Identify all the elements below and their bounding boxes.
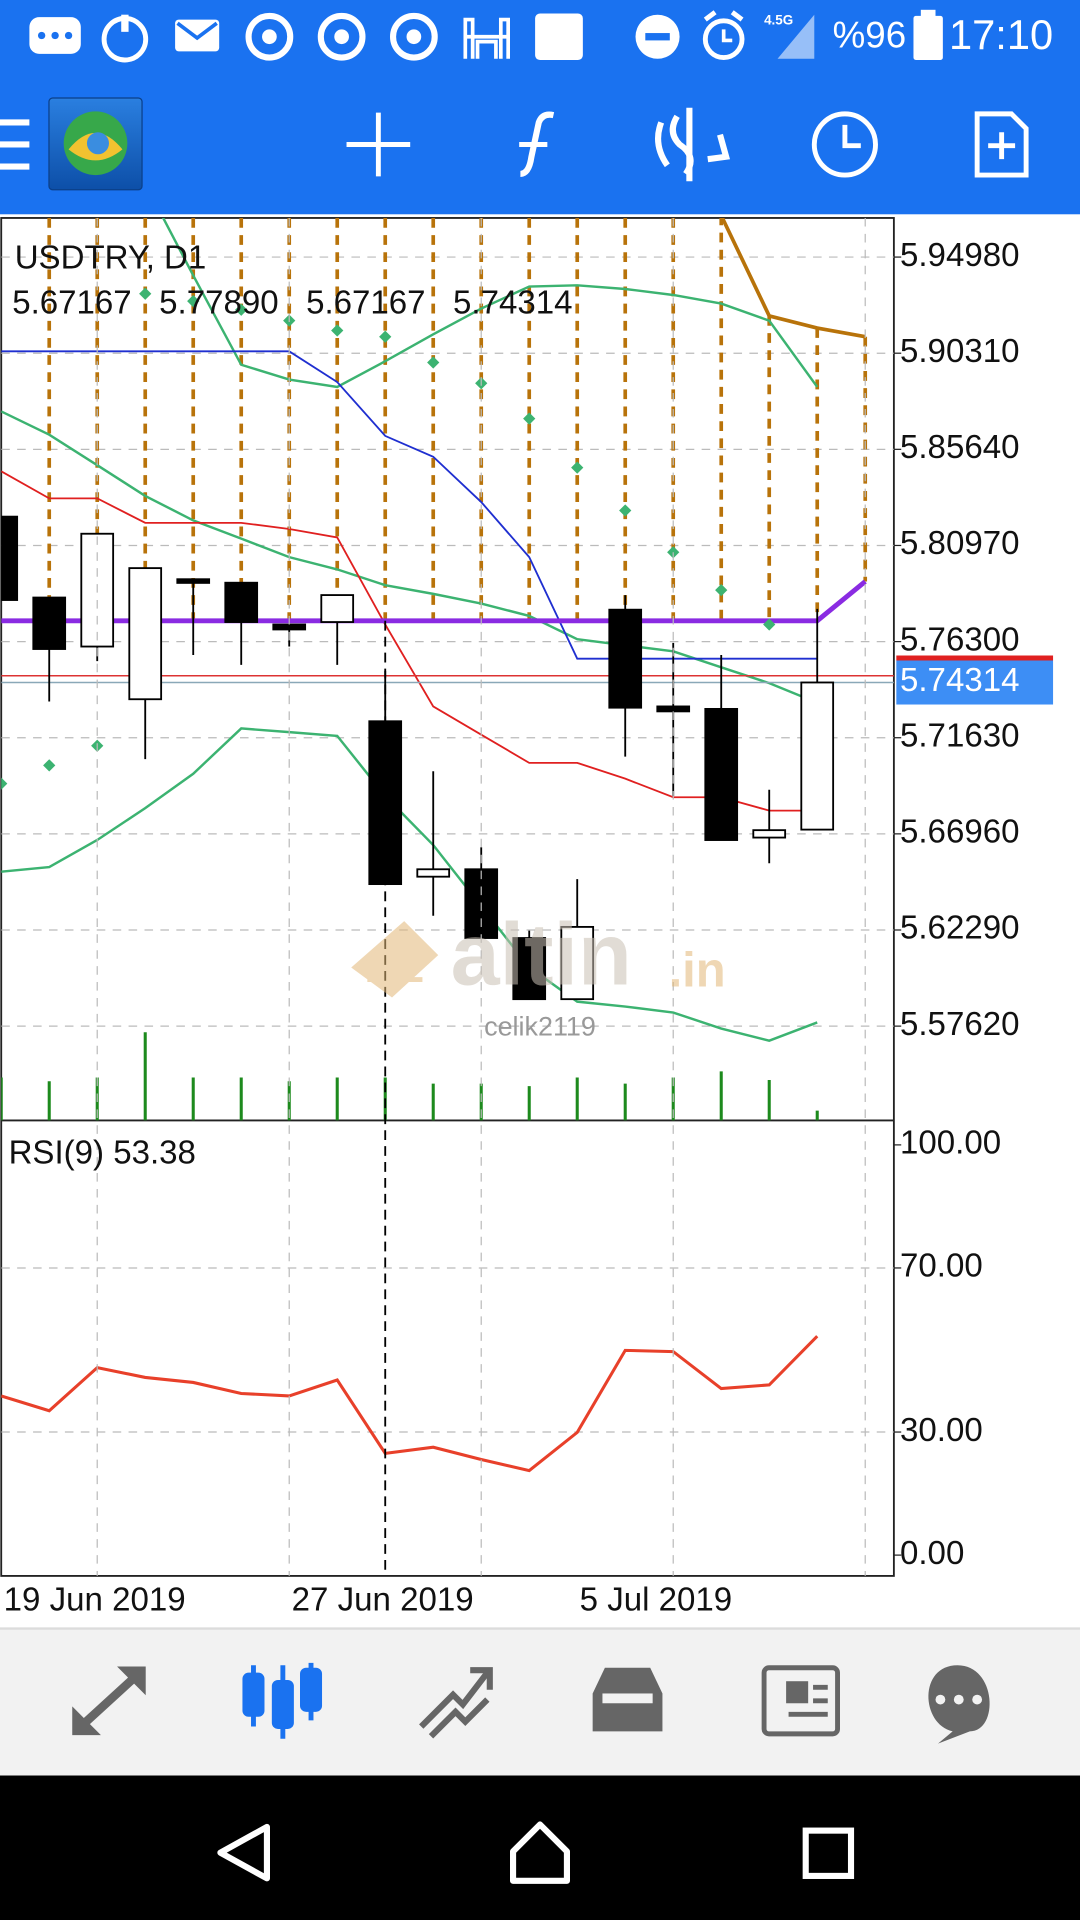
indicator-line [1,410,818,704]
chart-frame [0,217,895,1577]
candle-body [656,705,691,713]
y-tick-label: 100.00 [900,1125,1001,1162]
new-order-button[interactable] [974,111,1029,178]
indicator-line [161,217,819,389]
x-tick-label: 19 Jun 2019 [4,1581,186,1618]
system-nav [0,1775,1080,1920]
sar-dot [763,618,776,631]
chat-tab[interactable] [928,1665,990,1744]
history-tab[interactable] [592,1667,663,1732]
candle-body [176,578,211,584]
sar-dot [139,287,152,300]
sar-dot [187,295,200,308]
sar-dot [43,759,56,772]
indicator-line [1,727,818,1042]
y-tick-label: 0.00 [900,1535,964,1572]
sar-dot [571,461,584,474]
battery-icon [913,9,943,61]
x-tick-label: 27 Jun 2019 [292,1581,474,1618]
clock: 17:10 [949,11,1053,58]
trade-tab[interactable] [419,1667,493,1739]
y-tick-label: 5.85640 [900,429,1019,466]
ohlc-open: 5.67167 [12,285,131,322]
candle-body [32,596,67,650]
y-tick-label: 5.94980 [900,237,1019,274]
quotes-tab[interactable] [72,1666,146,1736]
ohlc-low: 5.67167 [306,285,425,322]
y-tick-label: 5.76300 [900,621,1019,658]
menu-button[interactable] [0,119,30,170]
y-tick-label: 30.00 [900,1412,983,1449]
y-tick-label: 5.90310 [900,333,1019,370]
rsi-line [1,1335,819,1473]
sar-dot [379,330,392,343]
sar-dot [235,303,248,316]
network-type: 4.5G [764,12,793,27]
back-button[interactable] [217,1823,270,1882]
price-box [896,660,1054,705]
watermark-domain: .in [669,943,726,997]
candle-body [128,567,163,701]
rsi-plot [1,1267,894,1473]
watermark: altin .in [351,905,726,1004]
bottom-nav [0,1628,1080,1776]
candle-body [752,829,787,839]
candle-body [800,681,835,831]
y-tick-label: 5.57620 [900,1006,1019,1043]
ohlc-close: 5.74314 [453,285,572,322]
candle-body [224,581,259,623]
news-tab[interactable] [761,1665,840,1737]
chart-tab[interactable] [242,1662,323,1739]
indicator-line [1,350,818,660]
indicator-line [1,470,818,812]
home-button[interactable] [510,1821,570,1884]
y-tick-label: 5.80970 [900,525,1019,562]
sar-dot [1,777,8,790]
rsi-title: RSI(9) 53.38 [9,1134,196,1171]
x-tick-label: 5 Jul 2019 [580,1581,733,1618]
candle-body [608,608,643,709]
trade-button[interactable] [655,107,731,182]
sar-dot [715,584,728,597]
app-logo[interactable] [48,97,143,191]
candle-body [320,594,355,623]
price-label: 5.74314 [900,662,1019,699]
candle-body [704,707,739,841]
candle-body [1,515,19,601]
candle-body [560,925,595,1001]
ohlc-high: 5.77890 [159,285,278,322]
candle-body [512,937,547,1001]
timeframe-button[interactable] [811,111,878,178]
indicators-button[interactable] [519,111,555,177]
status-icons [29,10,815,63]
indicator-line [720,217,866,339]
y-tick-label: 5.62290 [900,910,1019,947]
watermark-brand: altin [451,905,632,1004]
candle-body [272,623,307,631]
axes: 5.94980 5.90310 5.85640 5.80970 5.76300 5.716… [4,217,1054,1618]
recents-button[interactable] [802,1827,855,1879]
y-tick-label: 5.66960 [900,814,1019,851]
battery-level: %96 [833,15,907,56]
y-tick-label: 70.00 [900,1248,983,1285]
crosshair-button[interactable] [346,112,411,177]
candle-body [416,868,451,878]
y-tick-label: 5.71630 [900,717,1019,754]
watermark-user: celik2119 [484,1012,596,1042]
chart-title: USDTRY, D1 [15,239,207,276]
